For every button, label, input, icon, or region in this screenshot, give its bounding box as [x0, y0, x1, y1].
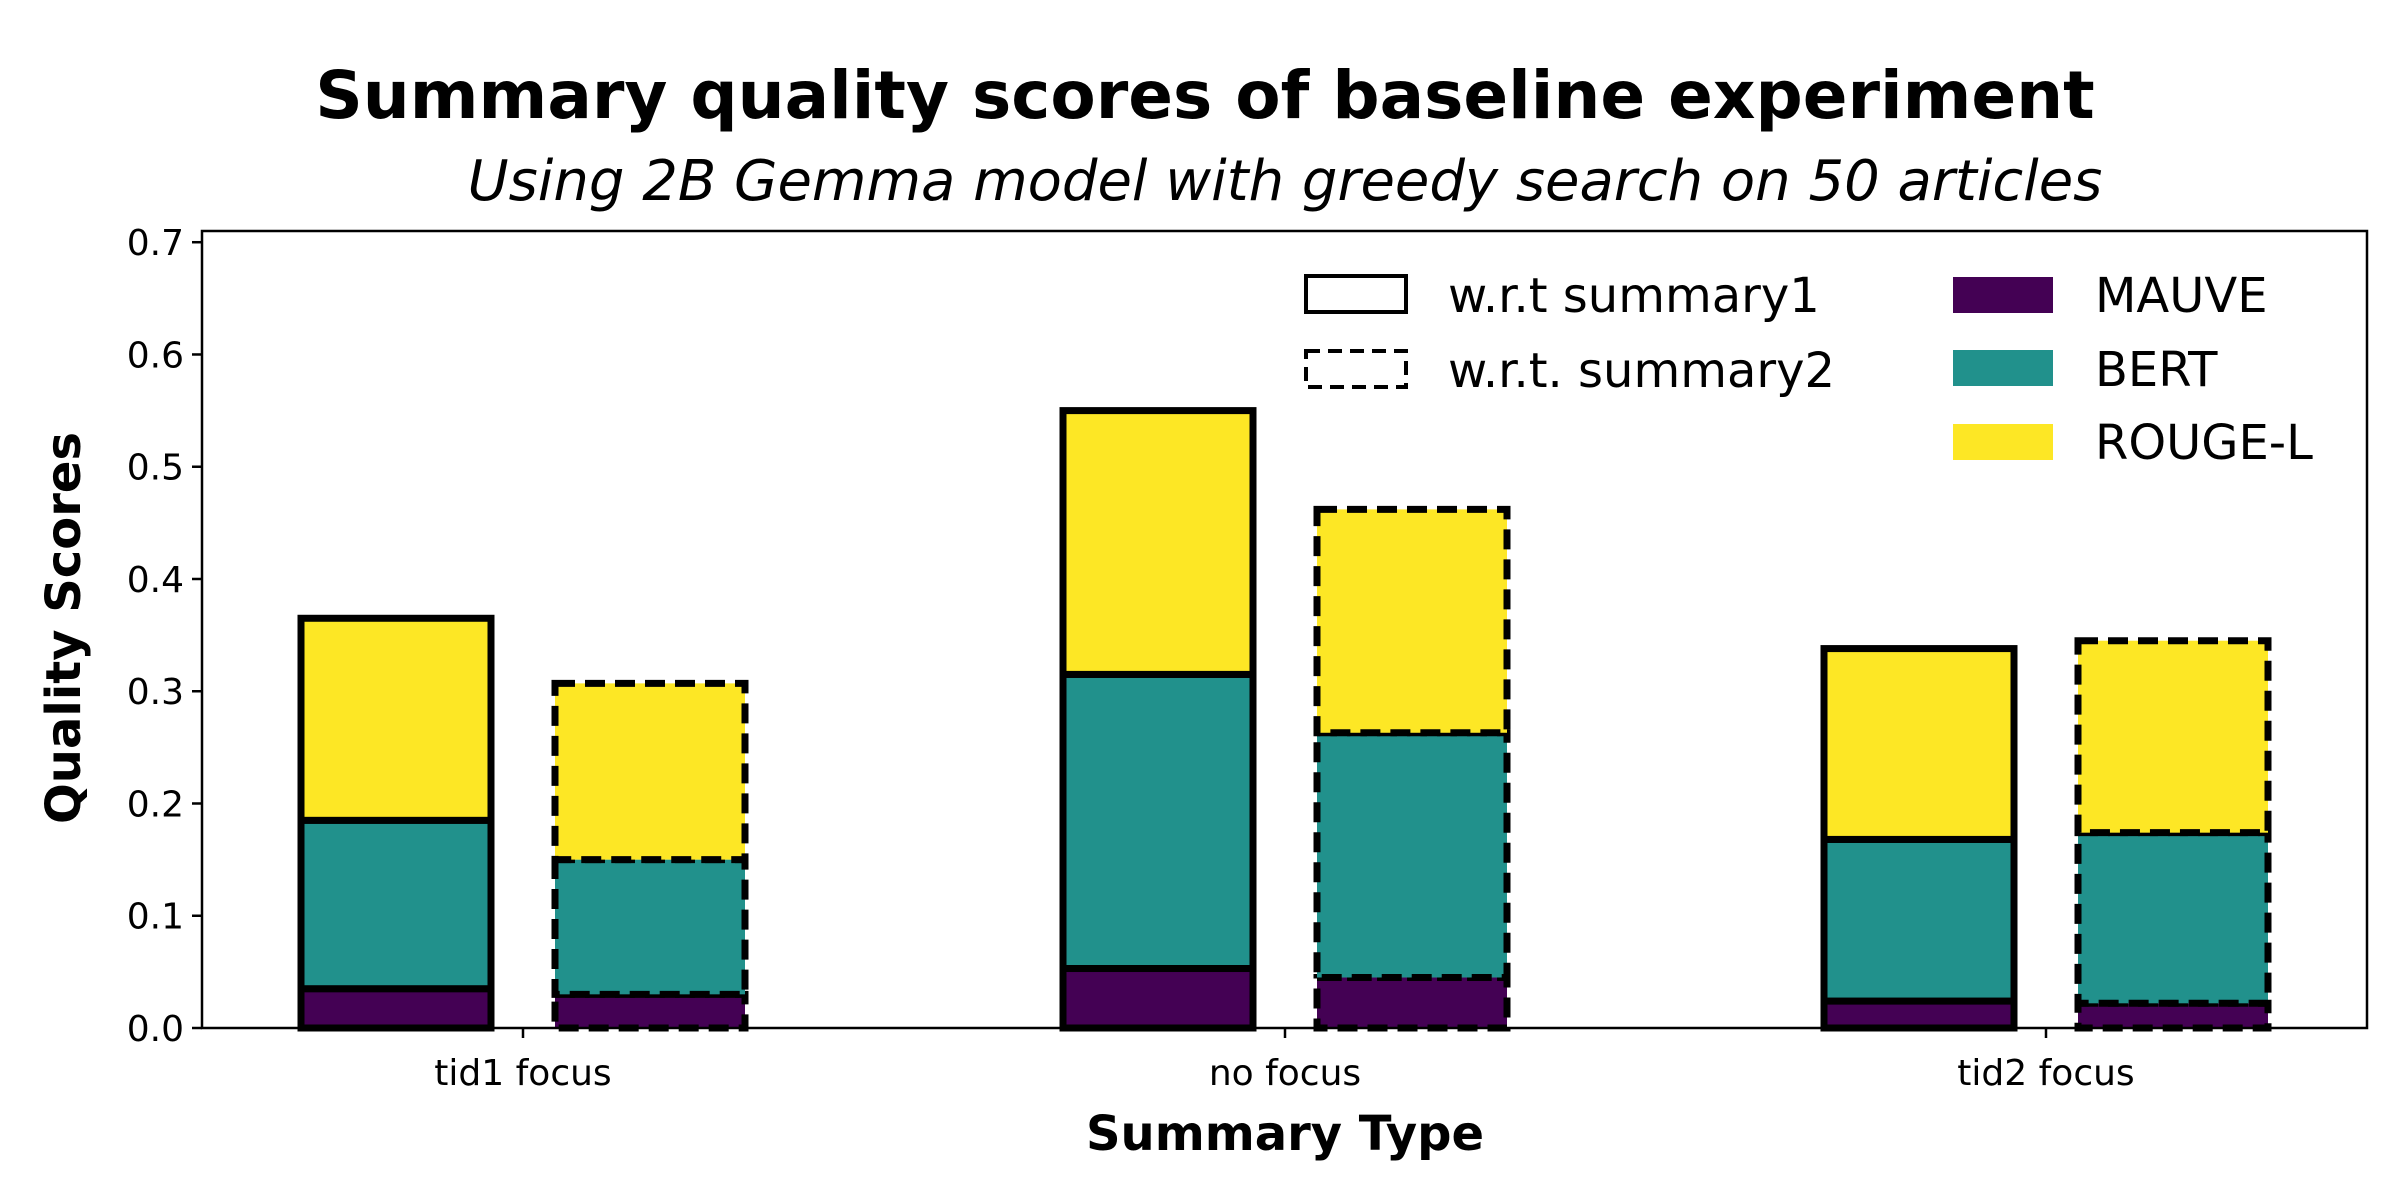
- bar-tid1-focus-summary2-mauve: [551, 990, 749, 1032]
- legend-swatch-solid: [1304, 274, 1408, 314]
- legend-swatch-mauve: [1953, 277, 2053, 313]
- legend-label-summary2: w.r.t. summary2: [1448, 343, 1835, 399]
- legend-label-mauve: MAUVE: [2095, 268, 2268, 324]
- y-tick-label: 0.7: [127, 223, 184, 264]
- legend-swatch-dashed: [1304, 349, 1408, 389]
- bar-tid2-focus-summary2-rouge-l: [2074, 637, 2272, 837]
- y-tick-label: 0.5: [127, 448, 184, 489]
- bar-no-focus-summary2-bert: [1313, 729, 1511, 981]
- y-tick-label: 0.6: [127, 335, 184, 376]
- x-tick-label: no focus: [1209, 1053, 1361, 1094]
- y-tick-label: 0.4: [127, 560, 184, 601]
- y-tick-label: 0.0: [127, 1009, 184, 1050]
- legend-swatch-bert: [1953, 350, 2053, 386]
- chart-title: Summary quality scores of baseline exper…: [315, 57, 2094, 134]
- bar-tid2-focus-summary2-bert: [2074, 829, 2272, 1007]
- bar-no-focus-summary1-mauve: [1059, 965, 1257, 1032]
- bar-tid2-focus-summary1-mauve: [1820, 997, 2018, 1032]
- y-tick-label: 0.3: [127, 672, 184, 713]
- bars-layer: [297, 407, 2272, 1032]
- legend: w.r.t summary1 w.r.t. summary2 MAUVE BER…: [1304, 268, 2313, 471]
- bar-tid1-focus-summary1-rouge-l: [297, 614, 495, 824]
- axes-layer: 0.0 0.1 0.2 0.3 0.4 0.5 0.6 0.7 tid1 focus no foc…: [127, 223, 2369, 1094]
- bar-no-focus-summary1-rouge-l: [1059, 407, 1257, 678]
- bar-no-focus-summary2-mauve: [1313, 973, 1511, 1032]
- bar-tid1-focus-summary2-bert: [551, 856, 749, 998]
- chart-subtitle: Using 2B Gemma model with greedy search …: [468, 149, 2103, 214]
- x-axis-label: Summary Type: [1086, 1106, 1484, 1162]
- legend-swatch-rouge-l: [1953, 424, 2053, 460]
- bar-no-focus-summary2-rouge-l: [1313, 505, 1511, 737]
- bar-tid1-focus-summary1-bert: [297, 816, 495, 993]
- y-axis-label: Quality Scores: [36, 432, 92, 824]
- x-tick-label: tid2 focus: [1957, 1053, 2134, 1094]
- y-tick-label: 0.2: [127, 784, 184, 825]
- legend-label-rouge-l: ROUGE-L: [2095, 415, 2313, 471]
- legend-label-summary1: w.r.t summary1: [1448, 268, 1820, 324]
- bar-tid2-focus-summary2-mauve: [2074, 999, 2272, 1032]
- x-tick-label: tid1 focus: [434, 1053, 611, 1094]
- legend-label-bert: BERT: [2095, 342, 2218, 398]
- bar-no-focus-summary1-bert: [1059, 670, 1257, 973]
- y-tick-label: 0.1: [127, 897, 184, 938]
- bar-tid1-focus-summary2-rouge-l: [551, 679, 749, 864]
- bar-tid2-focus-summary1-bert: [1820, 835, 2018, 1005]
- bar-tid1-focus-summary1-mauve: [297, 985, 495, 1032]
- bar-tid2-focus-summary1-rouge-l: [1820, 645, 2018, 843]
